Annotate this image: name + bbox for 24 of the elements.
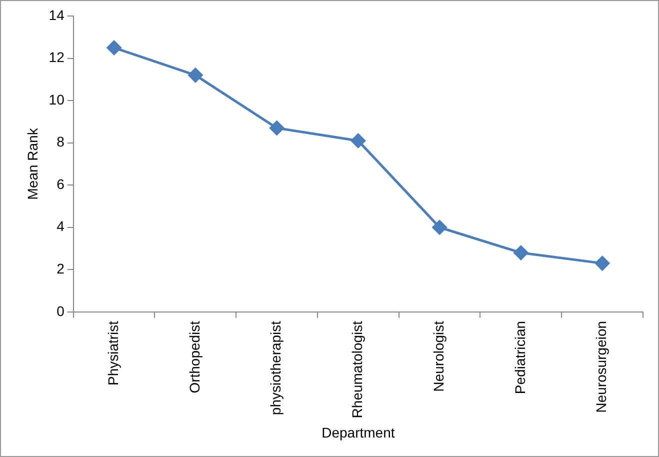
y-tick-label: 0: [56, 302, 65, 319]
point: [270, 120, 284, 136]
y-tick-label: 10: [48, 91, 65, 108]
point: [595, 256, 610, 271]
y-axis-title: Mean Rank: [24, 127, 40, 200]
y-tick-label: 14: [48, 6, 65, 23]
x-tick-label: Neurosurgeion: [593, 320, 610, 413]
point: [514, 245, 528, 260]
x-tick-label: physiotherapist: [268, 320, 284, 416]
x-tick-label: Rheumatologist: [349, 320, 366, 418]
y-tick-label: 4: [56, 218, 65, 234]
x-tick-label: Neurologist: [430, 320, 446, 392]
x-tick-label: Orthopedist: [186, 320, 202, 394]
x-axis-title: Department: [322, 424, 395, 440]
point: [106, 40, 122, 55]
y-tick-label: 8: [56, 134, 65, 150]
y-tick-label: 2: [56, 260, 65, 277]
point: [432, 220, 447, 235]
x-tick-label: Physiatrist: [104, 320, 121, 386]
point: [350, 133, 366, 148]
y-tick-label: 6: [56, 176, 65, 192]
x-tick-label: Pediatrician: [512, 320, 528, 394]
y-tick-label: 12: [48, 49, 65, 66]
point: [188, 68, 203, 82]
